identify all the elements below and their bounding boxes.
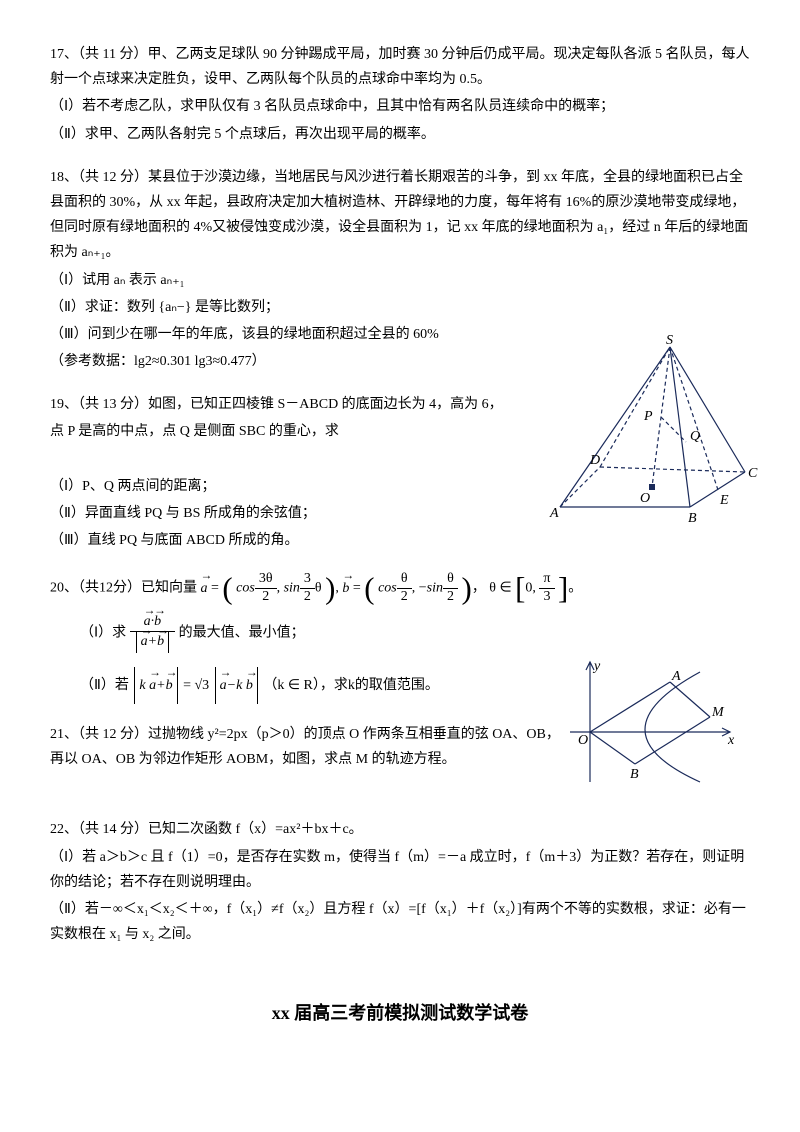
p18-part2: （Ⅱ）求证：数列 {aₙ−} 是等比数列； <box>50 295 750 320</box>
eq-b: = <box>349 581 364 596</box>
p18-header: 18、（共 12 分）某县位于沙漠边缘，当地居民与风沙进行着长期艰苦的斗争，到 … <box>50 165 750 266</box>
p17-part1: （Ⅰ）若不考虑乙队，求甲队仅有 3 名队员点球命中，且其中恰有两名队员连续命中的… <box>50 94 750 119</box>
svg-text:E: E <box>719 493 729 508</box>
p20-header: 20、（共12分）已知向量 a = ( cos3θ2, sin32θ ), b … <box>50 571 750 606</box>
parabola-figure: y x O A B M <box>560 652 740 792</box>
p17-header: 17、（共 11 分）甲、乙两支足球队 90 分钟踢成平局，加时赛 30 分钟后… <box>50 42 750 92</box>
pyramid-figure: S A B C D P Q O E <box>540 332 760 532</box>
p20-header-pre: 20、（共12分）已知向量 <box>50 581 197 596</box>
p20-p2-mid: = √3 <box>183 677 209 692</box>
page-title: xx 届高三考前模拟测试数学试卷 <box>50 997 750 1029</box>
svg-text:O: O <box>578 733 588 748</box>
svg-text:B: B <box>630 767 639 782</box>
p20-p1-post: 的最大值、最小值； <box>179 625 305 640</box>
eq-a: = <box>208 581 223 596</box>
svg-text:y: y <box>592 659 601 674</box>
p20-part1: （Ⅰ）求 a·b a+b 的最大值、最小值； <box>80 614 750 653</box>
problem-17: 17、（共 11 分）甲、乙两支足球队 90 分钟踢成平局，加时赛 30 分钟后… <box>50 42 750 147</box>
theta-in: θ ∈ <box>489 581 515 596</box>
p22-part2: （Ⅱ）若－∞＜x₁＜x₂＜＋∞，f（x₁）≠f（x₂）且方程 f（x）=[f（x… <box>50 897 750 947</box>
p20-p2-post: （k ∈ R），求k的取值范围。 <box>263 677 439 692</box>
problem-22: 22、（共 14 分）已知二次函数 f（x）=ax²＋bx＋c。 （Ⅰ）若 a＞… <box>50 817 750 947</box>
svg-text:B: B <box>688 511 697 526</box>
svg-text:P: P <box>643 409 653 424</box>
svg-text:A: A <box>671 669 681 684</box>
p22-part1: （Ⅰ）若 a＞b＞c 且 f（1）=0，是否存在实数 m，使得当 f（m）=－a… <box>50 845 750 895</box>
svg-text:Q: Q <box>690 429 700 444</box>
svg-text:A: A <box>549 506 559 521</box>
svg-text:M: M <box>711 705 725 720</box>
svg-text:C: C <box>748 466 758 481</box>
svg-text:D: D <box>589 453 600 468</box>
svg-text:S: S <box>666 333 673 348</box>
svg-text:O: O <box>640 491 650 506</box>
problem-21: y x O A B M 21、（共 12 分）过抛物线 y²=2px（p＞0）的… <box>50 722 750 772</box>
p17-part2: （Ⅱ）求甲、乙两队各射完 5 个点球后，再次出现平局的概率。 <box>50 122 750 147</box>
problem-19: S A B C D P Q O E 19、（共 13 分）如图，已知正四棱锥 S… <box>50 392 750 553</box>
svg-text:x: x <box>727 733 735 748</box>
p22-header: 22、（共 14 分）已知二次函数 f（x）=ax²＋bx＋c。 <box>50 817 750 842</box>
p20-p2-pre: （Ⅱ）若 <box>80 677 132 692</box>
p18-part1: （Ⅰ）试用 aₙ 表示 aₙ₊₁ <box>50 268 750 293</box>
p20-p1-pre: （Ⅰ）求 <box>80 625 130 640</box>
